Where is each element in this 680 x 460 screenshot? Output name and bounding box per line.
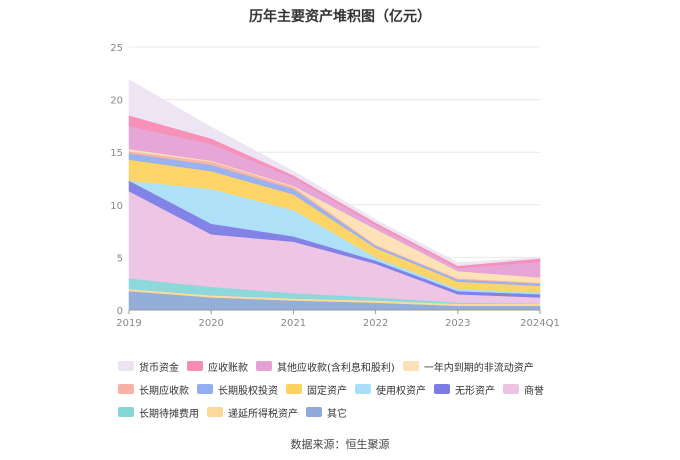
legend-label: 长期待摊费用 [139, 408, 199, 420]
legend-swatch [503, 384, 519, 394]
legend-item[interactable]: 货币资金 [118, 359, 179, 374]
legend-label: 无形资产 [455, 385, 495, 397]
area-货币资金 [128, 79, 541, 267]
x-tick-label: 2023 [445, 318, 470, 329]
legend-item[interactable]: 长期股权投资 [197, 382, 278, 397]
x-tick-label: 2020 [198, 318, 223, 329]
legend-item[interactable]: 应收账款 [187, 359, 248, 374]
legend-label: 长期股权投资 [218, 385, 278, 397]
legend-label: 商誉 [524, 385, 544, 397]
y-tick-label: 25 [110, 43, 123, 54]
y-tick-label: 15 [110, 148, 123, 159]
legend-label: 货币资金 [139, 362, 179, 374]
area-series [128, 79, 541, 311]
legend-swatch [402, 361, 419, 371]
legend-swatch [207, 407, 223, 417]
legend-swatch [355, 384, 371, 394]
legend-item[interactable]: 递延所得税资产 [207, 405, 298, 420]
legend-swatch [286, 384, 302, 394]
legend-label: 其他应收款(含利息和股利) [277, 362, 395, 374]
legend-label: 递延所得税资产 [228, 408, 298, 420]
legend-swatch [118, 407, 134, 417]
legend-swatch [187, 361, 203, 371]
legend-swatch [118, 384, 134, 394]
legend-item[interactable]: 一年内到期的非流动资产 [402, 359, 534, 374]
legend-label: 其它 [327, 408, 347, 420]
axes: 0 5 10 15 20 25 2019 2020 2021 2022 2023 2024Q1 [110, 43, 560, 329]
legend-item[interactable]: 其它 [306, 405, 347, 420]
legend-item[interactable]: 无形资产 [434, 382, 495, 397]
y-tick-label: 0 [117, 306, 123, 317]
legend-item[interactable]: 长期应收款 [118, 382, 189, 397]
legend-label: 使用权资产 [376, 385, 426, 397]
chart-title: 历年主要资产堆积图（亿元） [249, 9, 431, 25]
x-tick-label: 2024Q1 [520, 318, 560, 329]
legend: 货币资金 应收账款 其他应收款(含利息和股利) 一年内到期的非流动资产长期应收款 长期股… [118, 356, 588, 425]
legend-item[interactable]: 使用权资产 [355, 382, 426, 397]
legend-item[interactable]: 固定资产 [286, 382, 347, 397]
legend-swatch [256, 361, 272, 371]
legend-label: 一年内到期的非流动资产 [423, 362, 534, 374]
legend-item[interactable]: 其他应收款(含利息和股利) [256, 359, 395, 374]
x-tick-label: 2021 [281, 318, 306, 329]
legend-label: 应收账款 [208, 362, 248, 374]
y-tick-label: 20 [110, 96, 123, 107]
data-source-note: 数据来源：恒生聚源 [290, 438, 390, 451]
legend-swatch [434, 384, 450, 394]
x-tick-label: 2022 [363, 318, 388, 329]
legend-item[interactable]: 商誉 [503, 382, 544, 397]
legend-label: 长期应收款 [139, 385, 189, 397]
legend-swatch [118, 361, 134, 371]
legend-swatch [197, 384, 213, 394]
y-tick-label: 10 [110, 201, 123, 212]
y-tick-label: 5 [117, 253, 123, 264]
legend-swatch [306, 407, 322, 417]
legend-label: 固定资产 [307, 385, 347, 397]
x-tick-label: 2019 [116, 318, 141, 329]
stacked-area-chart: 0 5 10 15 20 25 2019 2020 2021 2022 2023 2024Q1 [110, 43, 560, 329]
legend-item[interactable]: 长期待摊费用 [118, 405, 199, 420]
